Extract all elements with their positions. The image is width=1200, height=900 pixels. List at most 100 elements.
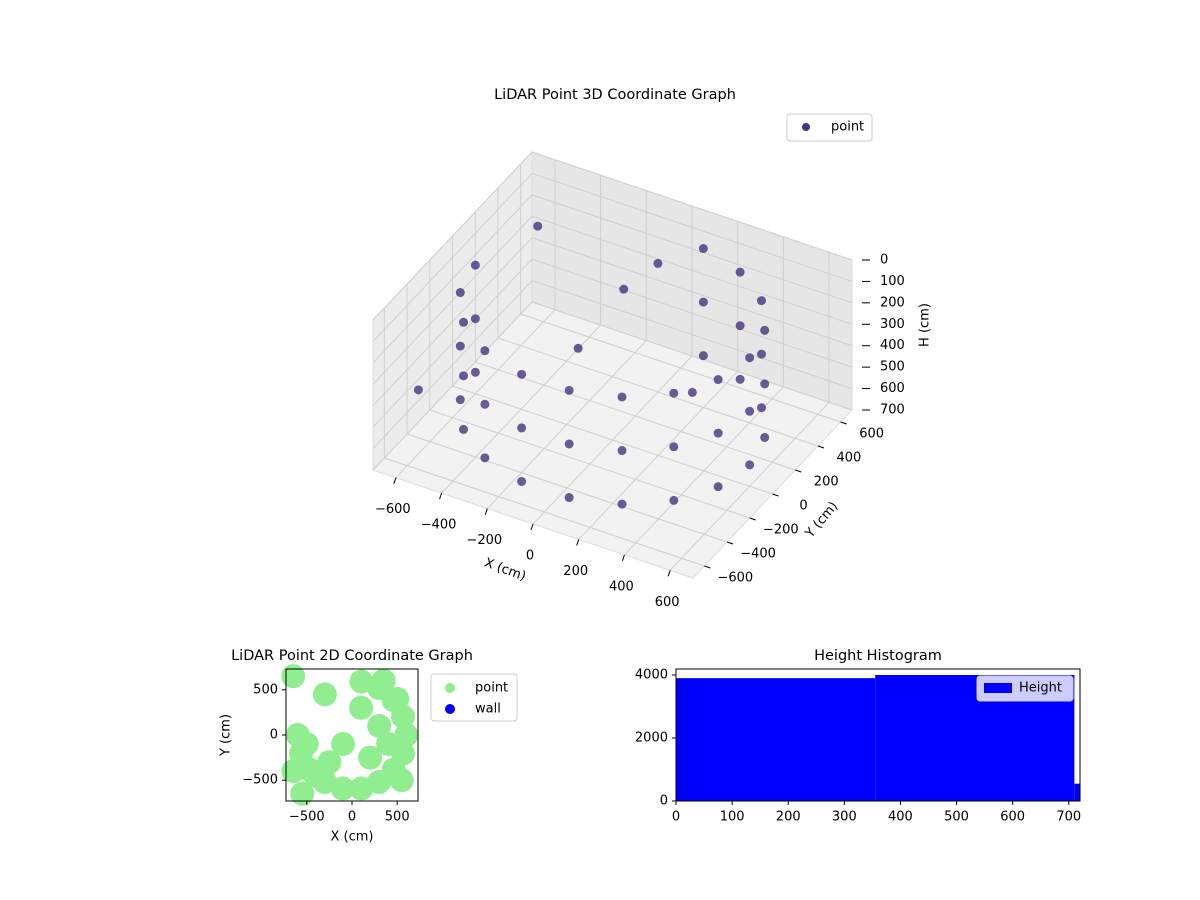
- z-tick-label: 300: [880, 317, 905, 332]
- point: [290, 781, 315, 806]
- point: [281, 759, 306, 784]
- x-tick-label: 300: [832, 810, 857, 825]
- point: [745, 406, 755, 416]
- point: [669, 388, 679, 398]
- point: [470, 314, 480, 324]
- y-tick-label: 200: [814, 475, 839, 490]
- point: [698, 351, 708, 361]
- point: [371, 668, 396, 693]
- legend-label: point: [475, 681, 508, 696]
- point: [745, 353, 755, 363]
- z-tick-label: 100: [880, 274, 905, 289]
- point: [687, 387, 697, 397]
- point: [330, 776, 355, 801]
- x-tick-label: 400: [609, 579, 634, 594]
- point: [376, 732, 401, 757]
- point: [281, 664, 306, 689]
- point: [459, 317, 469, 327]
- point: [413, 385, 423, 395]
- point: [617, 446, 627, 456]
- point: [713, 428, 723, 438]
- legend-label: Height: [1019, 681, 1062, 696]
- point: [459, 371, 469, 381]
- point: [455, 341, 465, 351]
- point: [385, 686, 410, 711]
- y-tick-label: −200: [763, 523, 799, 538]
- point: [349, 695, 374, 720]
- point: [760, 325, 770, 335]
- z-tick-label: 700: [880, 403, 905, 418]
- point: [564, 385, 574, 395]
- y-tick-label: 2000: [635, 730, 668, 745]
- y-tick-label: 600: [859, 427, 884, 442]
- z-axis-label: H (cm): [918, 303, 933, 347]
- x-tick-label: 200: [776, 810, 801, 825]
- plot-frame: [675, 668, 1081, 802]
- tick-mark: [772, 493, 779, 497]
- tick-mark: [817, 445, 825, 449]
- tick-mark: [530, 523, 534, 531]
- tick-mark: [795, 469, 802, 473]
- tick-mark: [667, 570, 671, 577]
- point: [713, 375, 723, 385]
- grid-line: [372, 172, 853, 342]
- tick-mark: [704, 565, 711, 569]
- point: [698, 297, 708, 307]
- z-tick-label: 600: [880, 381, 905, 396]
- point: [312, 682, 337, 707]
- point: [358, 745, 383, 770]
- x-tick-label: 200: [563, 564, 588, 579]
- tick-mark: [749, 517, 756, 521]
- x-tick-label: −400: [421, 518, 457, 533]
- tick-mark: [576, 539, 580, 546]
- point: [669, 495, 679, 505]
- x-tick-label: 0: [348, 810, 356, 825]
- point: [455, 288, 465, 298]
- legend-marker: [445, 683, 455, 693]
- point: [480, 453, 490, 463]
- point: [517, 476, 527, 486]
- grid-line: [372, 301, 853, 471]
- y-tick-label: 0: [660, 794, 668, 809]
- x-tick-label: 0: [526, 549, 534, 564]
- y-tick-label: 0: [270, 728, 278, 743]
- x-tick-label: 600: [655, 595, 680, 610]
- point: [317, 750, 342, 775]
- point: [735, 374, 745, 384]
- point: [617, 392, 627, 402]
- grid-line: [372, 237, 853, 407]
- point: [653, 258, 663, 268]
- point: [480, 399, 490, 409]
- tick-mark: [621, 554, 625, 562]
- point: [517, 369, 527, 379]
- point: [619, 284, 629, 294]
- point: [760, 379, 770, 389]
- grid-line: [372, 194, 853, 364]
- legend-label: point: [831, 120, 864, 135]
- legend: [786, 113, 873, 142]
- point: [745, 460, 755, 470]
- y-tick-label: −400: [740, 547, 776, 562]
- point: [517, 423, 527, 433]
- point: [389, 768, 414, 793]
- point: [455, 395, 465, 405]
- point: [470, 260, 480, 270]
- point: [367, 713, 392, 738]
- x-tick-label: 100: [720, 810, 745, 825]
- point: [760, 432, 770, 442]
- point: [533, 221, 543, 231]
- y-tick-label: 400: [837, 451, 862, 466]
- chart-title: LiDAR Point 2D Coordinate Graph: [231, 648, 473, 664]
- x-axis-label: X (cm): [331, 830, 374, 845]
- x-tick-label: −500: [289, 810, 325, 825]
- y-tick-label: −600: [717, 571, 753, 586]
- x-tick-label: 500: [385, 810, 410, 825]
- x-tick-label: 700: [1056, 810, 1081, 825]
- point: [669, 442, 679, 452]
- legend-marker: [802, 123, 810, 131]
- z-tick-label: 500: [880, 360, 905, 375]
- point: [735, 267, 745, 277]
- y-tick-label: 0: [799, 499, 807, 514]
- point: [617, 499, 627, 509]
- x-tick-label: 0: [672, 810, 680, 825]
